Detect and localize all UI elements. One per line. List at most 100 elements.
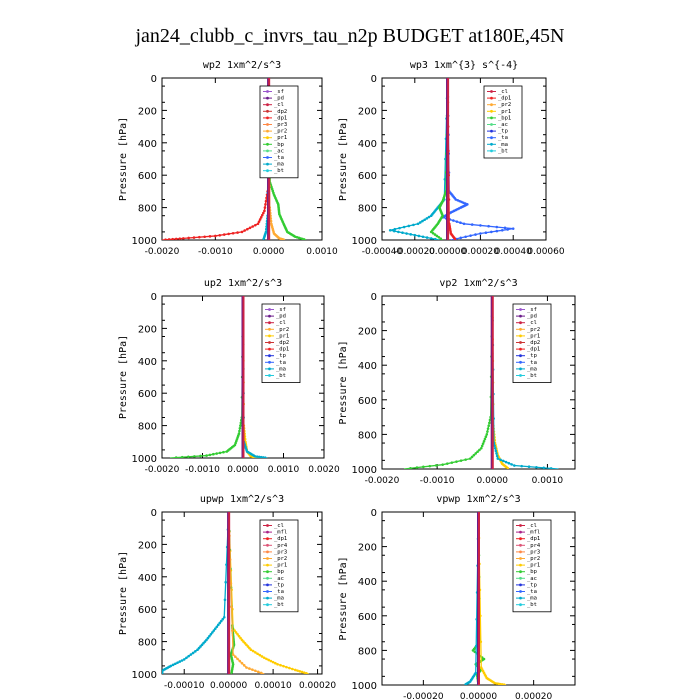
legend-marker [519, 367, 522, 371]
series-point_ma [402, 225, 406, 229]
series-point_ma [513, 464, 516, 467]
series-point_ta [503, 226, 507, 230]
series-point_ma [255, 455, 259, 458]
legend-marker [519, 563, 522, 567]
legend-marker [519, 374, 522, 377]
legend-label: _pr3 [527, 549, 540, 555]
legend-label: _bt [274, 602, 284, 608]
legend-marker [519, 321, 522, 325]
legend-label: _dp2 [276, 340, 289, 346]
series-point_dp1 [445, 462, 449, 465]
series-point_dp1 [434, 464, 438, 467]
series-point_ma [493, 446, 497, 450]
series-point_pr1 [305, 672, 308, 674]
y-tick-label: 600 [138, 605, 157, 616]
series-point_dp1 [167, 238, 171, 240]
series-point_pr1 [243, 437, 247, 441]
y-tick-label: 0 [151, 292, 157, 303]
series-point_pr2 [245, 666, 248, 669]
x-tick-label: -0.0020 [145, 465, 180, 475]
legend-marker [266, 162, 269, 166]
series-point_ma [196, 648, 199, 651]
x-tick-label: -0.0020 [145, 247, 180, 257]
legend-marker [519, 347, 522, 351]
series-point_ta [484, 231, 488, 235]
legend-label: _dp1 [274, 115, 287, 121]
legend-marker [266, 156, 269, 159]
series-point_dp1 [481, 442, 485, 445]
legend-marker [268, 341, 271, 344]
series-point_pr2 [259, 671, 263, 674]
legend-marker [268, 308, 271, 311]
series-point_pr2 [231, 653, 235, 656]
legend-marker [490, 116, 493, 120]
legend-marker [519, 524, 522, 527]
x-tick-label: -0.00010 [164, 681, 205, 691]
y-tick-label: 1000 [132, 236, 157, 247]
y-tick-label: 200 [358, 106, 377, 117]
series-point_dp1 [222, 233, 226, 236]
series-point_pr2 [230, 605, 233, 609]
series-point_ma [264, 227, 268, 231]
legend-label: _ac [527, 576, 537, 582]
legend-marker [519, 550, 522, 554]
series-point_dp1 [203, 235, 206, 239]
series-point_dp1 [178, 237, 182, 240]
series-point_dp1 [225, 450, 229, 453]
legend-marker [519, 360, 522, 364]
series-point_pr1 [237, 634, 241, 638]
series-point_ma [413, 233, 417, 237]
series-point_dp1 [488, 421, 491, 425]
legend-marker [519, 583, 522, 587]
x-tick-label: 0.00010 [255, 681, 292, 691]
legend-label: _bt [498, 148, 508, 154]
legend-label: _cl [274, 102, 284, 108]
series-point_pr2 [256, 670, 260, 674]
legend-marker [490, 149, 493, 153]
legend-label: _ma [276, 366, 286, 372]
legend-label: _tp [527, 582, 537, 588]
series-point_dp1 [193, 455, 196, 458]
y-tick-label: 1000 [352, 465, 377, 476]
series-group [388, 78, 515, 240]
series-point_dp1 [192, 236, 196, 239]
legend-marker [519, 334, 522, 338]
legend-marker [268, 374, 271, 377]
legend-label: _cl [527, 320, 537, 326]
series-point_dp1 [264, 199, 268, 203]
x-tick-label: -0.00020 [395, 247, 436, 257]
series-point_ma [211, 631, 214, 634]
series-point_pr1 [260, 655, 264, 658]
series-point_dp1 [218, 451, 222, 455]
legend-label: _bp [274, 569, 284, 575]
series-point_pr1 [302, 671, 306, 674]
chart-upwp: upwp 1xm^2/s^3 0 200 400 600 800 1000 -0.00010 0… [118, 494, 336, 691]
series-point_dp1 [263, 209, 266, 213]
series-point_pr2 [231, 629, 234, 633]
series-point_ma [224, 580, 228, 584]
series-point_ma [191, 651, 195, 655]
chart-title: wp3 1xm^{3} s^{-4} [410, 60, 518, 71]
series-point_ma [495, 452, 498, 455]
series-point_bp [230, 671, 233, 674]
series-point_dp1 [231, 231, 235, 235]
legend-marker [266, 537, 269, 541]
legend-label: _pr4 [527, 543, 541, 549]
series-point_dp1 [187, 236, 190, 240]
series-point_ma [418, 221, 422, 224]
series-point_dp1 [205, 454, 208, 457]
y-tick-label: 600 [358, 171, 377, 182]
series-point_ta [459, 221, 462, 225]
series-point_pr1 [288, 666, 291, 670]
legend-label: _sf [276, 307, 286, 313]
legend-box [259, 85, 299, 179]
series-point_pr1 [258, 653, 262, 657]
legend-marker [519, 341, 522, 344]
series-point_pr2 [240, 661, 244, 665]
legend-label: _pr1 [498, 109, 511, 115]
legend-label: _pr2 [274, 129, 287, 135]
series-point_pr1 [291, 667, 294, 671]
legend-marker [268, 327, 271, 331]
series-point_dp1 [468, 457, 472, 460]
series-point_ma [398, 226, 401, 230]
